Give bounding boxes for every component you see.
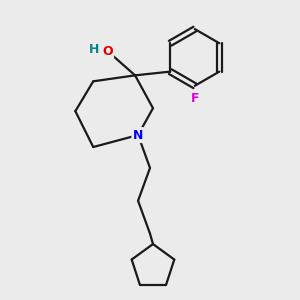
Text: H: H — [89, 43, 99, 56]
Text: F: F — [190, 92, 199, 105]
Text: N: N — [133, 129, 143, 142]
Text: O: O — [102, 45, 112, 58]
